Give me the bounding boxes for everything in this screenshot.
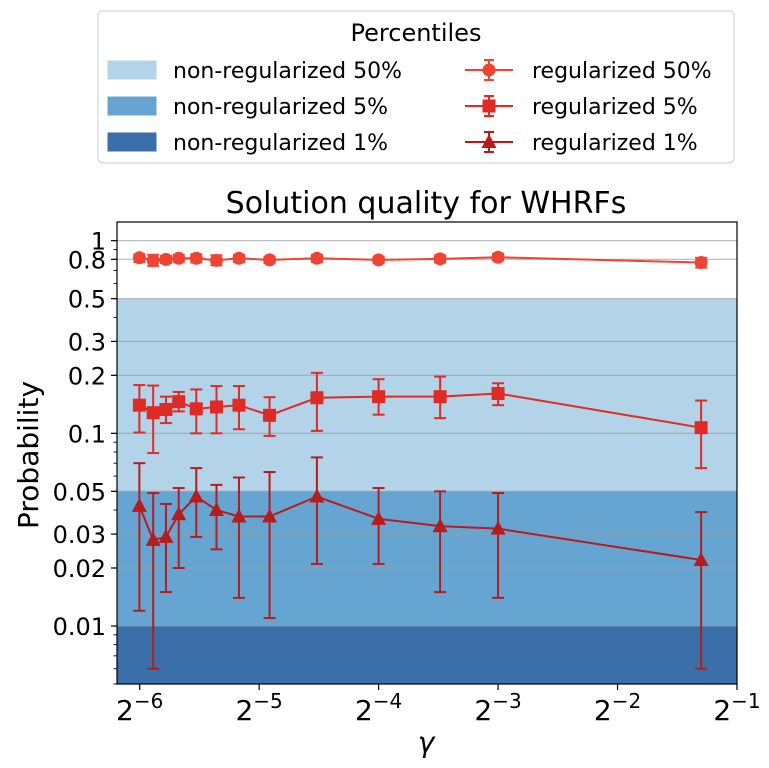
data-point-2-10 (372, 390, 386, 404)
data-point-1-9 (310, 251, 324, 265)
legend-label-2: non-regularized 5% (173, 95, 388, 120)
band-3 (117, 626, 737, 684)
data-point-1-6 (209, 253, 223, 267)
y-tick-label-4: 0.3 (68, 328, 106, 356)
data-point-2-4 (172, 395, 186, 409)
x-tick-label-3: 2−4 (355, 689, 402, 727)
series-2 (132, 371, 708, 470)
data-point-2-9 (310, 391, 324, 405)
data-point-1-7 (232, 251, 246, 265)
data-point-3-11 (432, 518, 448, 533)
data-point-3-12 (490, 520, 506, 535)
data-point-1-1 (132, 251, 146, 265)
y-tick-label-1: 1 (91, 228, 106, 256)
data-point-3-1 (131, 497, 147, 512)
data-point-3-6 (208, 502, 224, 517)
band-1 (117, 298, 737, 492)
x-tick-label-5: 2−2 (594, 689, 641, 727)
data-point-3-7 (231, 508, 247, 523)
plot-frame (116, 221, 738, 685)
data-point-2-8 (263, 408, 277, 422)
chart-title: Solution quality for WHRFs (226, 186, 627, 221)
data-point-1-4 (172, 251, 186, 265)
x-tick-label-6: 2−1 (713, 689, 760, 727)
data-point-3-8 (262, 508, 278, 523)
legend-marker-4 (482, 63, 496, 77)
data-point-1-10 (372, 253, 386, 267)
data-point-1-3 (159, 252, 173, 266)
data-point-3-4 (171, 506, 187, 521)
legend-label-6: regularized 1% (532, 131, 698, 156)
x-axis-label: γ (418, 726, 436, 759)
legend-frame (97, 10, 735, 164)
band-2 (117, 491, 737, 627)
data-point-3-3 (158, 528, 174, 543)
data-point-1-5 (189, 251, 203, 265)
data-point-2-12 (491, 386, 505, 400)
y-tick-label-6: 0.1 (68, 420, 106, 448)
series-3 (131, 456, 709, 670)
data-point-3-9 (309, 488, 325, 503)
data-point-2-13 (694, 421, 708, 435)
x-tick-label-4: 2−3 (474, 689, 521, 727)
data-point-1-13 (694, 256, 708, 270)
legend-swatch-2 (107, 96, 157, 116)
x-tick-label-2: 2−5 (235, 689, 282, 727)
y-tick-label-2: 0.8 (68, 246, 106, 274)
legend-swatch-3 (107, 132, 157, 152)
x-tick-label-1: 2−6 (116, 689, 163, 727)
data-point-1-12 (491, 250, 505, 264)
y-tick-label-5: 0.2 (68, 362, 106, 390)
data-point-2-11 (433, 390, 447, 404)
data-point-3-2 (145, 531, 161, 546)
data-point-3-13 (693, 552, 709, 567)
legend-label-1: non-regularized 50% (173, 59, 402, 84)
y-tick-label-8: 0.03 (53, 521, 106, 549)
legend-marker-5 (482, 99, 496, 113)
data-point-1-11 (433, 252, 447, 266)
data-point-1-2 (146, 253, 160, 267)
legend: Percentiles non-regularized 50% non-regul… (97, 10, 735, 164)
data-point-3-5 (188, 488, 204, 503)
legend-marker-6 (481, 134, 497, 148)
y-tick-label-3: 0.5 (68, 286, 106, 314)
legend-label-5: regularized 5% (532, 95, 698, 120)
y-tick-label-7: 0.05 (53, 478, 106, 506)
legend-label-3: non-regularized 1% (173, 131, 388, 156)
data-point-2-2 (146, 406, 160, 420)
legend-title: Percentiles (351, 19, 482, 47)
y-tick-label-9: 0.02 (53, 555, 106, 583)
data-point-3-10 (371, 510, 387, 525)
y-axis-label: Probability (12, 381, 45, 529)
legend-swatch-1 (107, 60, 157, 80)
legend-label-4: regularized 50% (532, 59, 712, 84)
y-tick-label-10: 0.01 (53, 613, 106, 641)
series-1-line (139, 256, 702, 264)
series-1 (132, 250, 708, 270)
data-point-2-3 (159, 402, 173, 416)
data-point-2-1 (132, 398, 146, 412)
data-point-2-7 (232, 398, 246, 412)
data-point-2-6 (209, 400, 223, 414)
data-point-2-5 (189, 402, 203, 416)
data-point-1-8 (263, 253, 277, 267)
